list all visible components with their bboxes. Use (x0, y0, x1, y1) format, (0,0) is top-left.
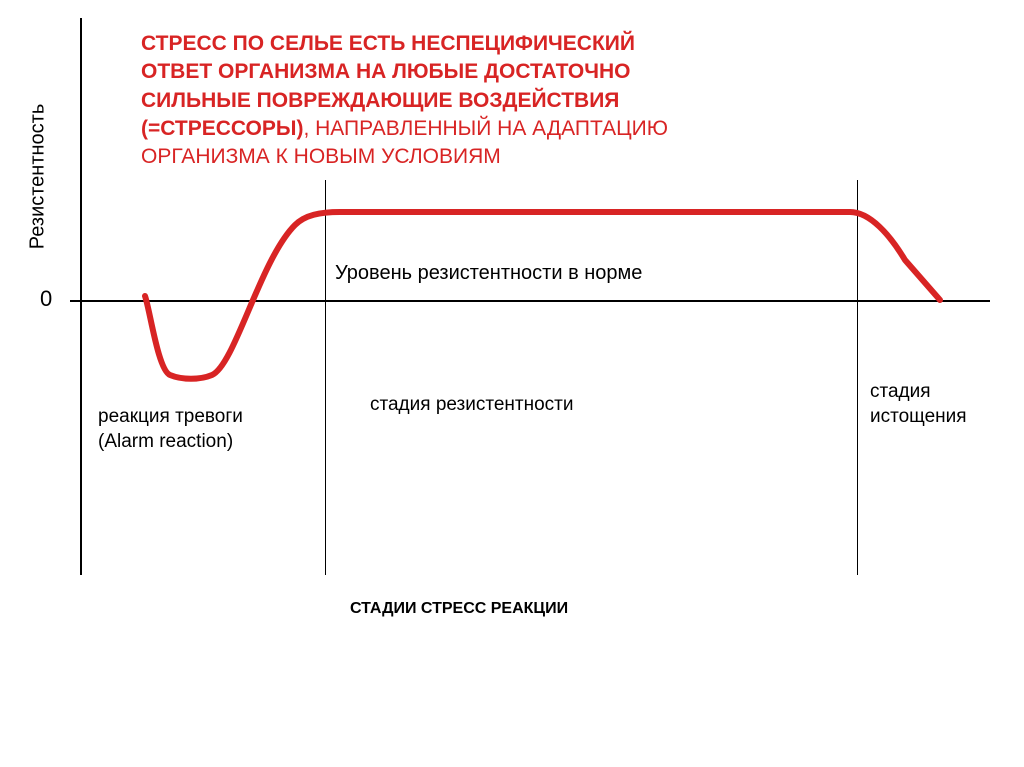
stage-alarm-line1: реакция тревоги (98, 406, 243, 427)
curve-path (145, 212, 940, 379)
stage-alarm-label: реакция тревоги (Alarm reaction) (98, 405, 243, 454)
x-axis-title: СТАДИИ СТРЕСС РЕАКЦИИ (350, 600, 568, 618)
stage-resistance-label: стадия резистентности (370, 393, 574, 418)
norm-level-label: Уровень резистентности в норме (335, 262, 642, 285)
stage-exhaustion-label: стадия истощения (870, 380, 967, 429)
stage-alarm-line2: (Alarm reaction) (98, 431, 233, 452)
stage-exhaustion-line1: стадия (870, 381, 931, 402)
stage-exhaustion-line2: истощения (870, 406, 967, 427)
